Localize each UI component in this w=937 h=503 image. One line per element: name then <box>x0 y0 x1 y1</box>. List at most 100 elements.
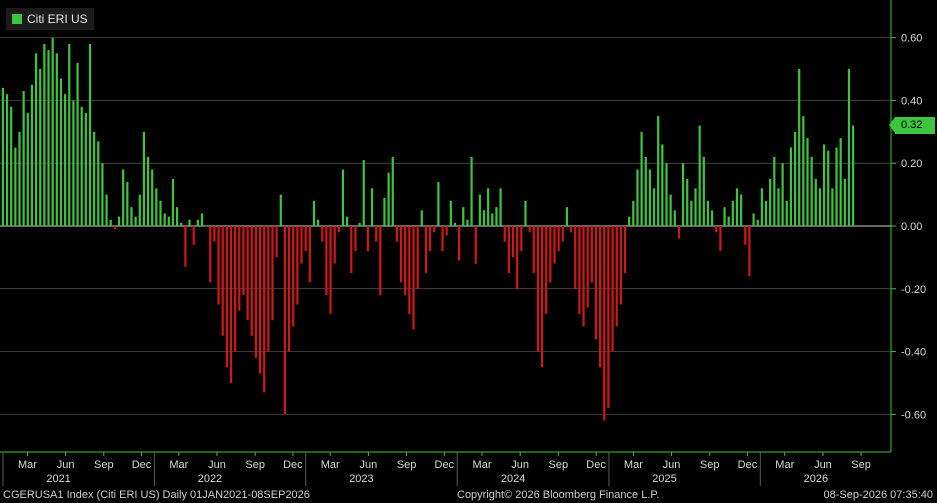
bar <box>586 226 589 308</box>
bar <box>487 188 490 226</box>
bar <box>445 226 448 236</box>
y-tick-label: 0.00 <box>901 221 922 233</box>
bar <box>416 226 419 289</box>
bar <box>420 210 423 226</box>
bar <box>51 37 54 226</box>
x-year-label: 2022 <box>198 473 222 485</box>
bar <box>818 188 822 226</box>
bar <box>370 188 374 226</box>
bar <box>163 213 166 226</box>
bar <box>151 169 154 226</box>
bar <box>760 188 763 226</box>
bar <box>296 226 299 305</box>
bar <box>569 226 573 233</box>
bar <box>545 226 548 314</box>
bar <box>283 226 287 415</box>
bar <box>88 43 92 226</box>
bar <box>26 113 29 226</box>
bar <box>793 131 797 226</box>
bar <box>30 84 34 226</box>
x-tick-label: Jun <box>208 459 226 471</box>
bar <box>623 226 627 274</box>
bar <box>109 219 112 226</box>
bar <box>611 226 614 352</box>
bar <box>105 194 108 226</box>
bar <box>72 100 75 226</box>
bar <box>267 226 270 352</box>
bar <box>292 226 295 327</box>
bar <box>482 210 486 226</box>
bar <box>113 226 116 230</box>
bar <box>449 200 452 226</box>
bar <box>205 226 208 227</box>
bar <box>337 226 340 233</box>
bar <box>300 226 303 264</box>
bar <box>453 222 457 226</box>
bar <box>287 226 291 352</box>
bar <box>565 207 569 226</box>
bar <box>250 226 253 336</box>
bar <box>520 226 523 252</box>
bar <box>10 106 13 226</box>
bar <box>665 163 668 226</box>
x-tick-label: Mar <box>624 459 643 471</box>
bar <box>358 222 361 226</box>
bar <box>159 200 162 226</box>
x-tick-label: Dec <box>283 459 303 471</box>
bar <box>317 219 320 226</box>
legend: Citi ERI US <box>6 8 94 30</box>
bar <box>785 200 788 226</box>
bar <box>22 91 25 227</box>
bar <box>424 226 428 274</box>
y-tick-label: -0.20 <box>901 284 926 296</box>
bar <box>321 226 324 242</box>
bar <box>184 226 187 267</box>
bar <box>644 156 647 226</box>
bar <box>727 216 730 226</box>
bar <box>511 226 515 258</box>
x-tick-label: Mar <box>18 459 37 471</box>
bar <box>196 219 199 226</box>
bar <box>242 226 245 296</box>
bar <box>462 207 465 226</box>
bar <box>607 226 610 409</box>
bar <box>329 226 332 314</box>
bar <box>690 200 693 226</box>
bar <box>192 226 195 245</box>
bar <box>387 172 390 226</box>
bar <box>731 200 734 226</box>
bar <box>312 200 316 226</box>
bar <box>68 43 71 226</box>
bar <box>346 216 349 226</box>
bar <box>677 226 681 239</box>
y-tick-label: -0.40 <box>901 347 926 359</box>
bar <box>599 226 602 368</box>
bar <box>39 69 42 226</box>
bar <box>362 160 365 226</box>
bar <box>806 138 809 226</box>
bar <box>582 226 585 327</box>
x-tick-label: Sep <box>700 459 720 471</box>
footer-copyright: Copyright© 2026 Bloomberg Finance L.P. <box>457 489 660 501</box>
bar <box>756 219 759 226</box>
bar <box>744 226 747 245</box>
bar <box>404 226 407 296</box>
bar <box>234 226 237 352</box>
bar <box>789 147 793 226</box>
y-tick-label: 0.20 <box>901 158 922 170</box>
bar <box>495 207 498 226</box>
x-tick-label: Dec <box>738 459 758 471</box>
x-tick-label: Mar <box>473 459 492 471</box>
bar <box>603 226 606 421</box>
x-tick-label: Jun <box>663 459 681 471</box>
bar <box>325 226 328 296</box>
bar <box>702 156 705 226</box>
bar <box>14 147 17 226</box>
x-tick-label: Dec <box>435 459 455 471</box>
x-tick-label: Sep <box>397 459 417 471</box>
bar <box>503 226 506 242</box>
bar <box>748 226 751 277</box>
bar <box>354 226 357 252</box>
bar <box>594 226 598 339</box>
